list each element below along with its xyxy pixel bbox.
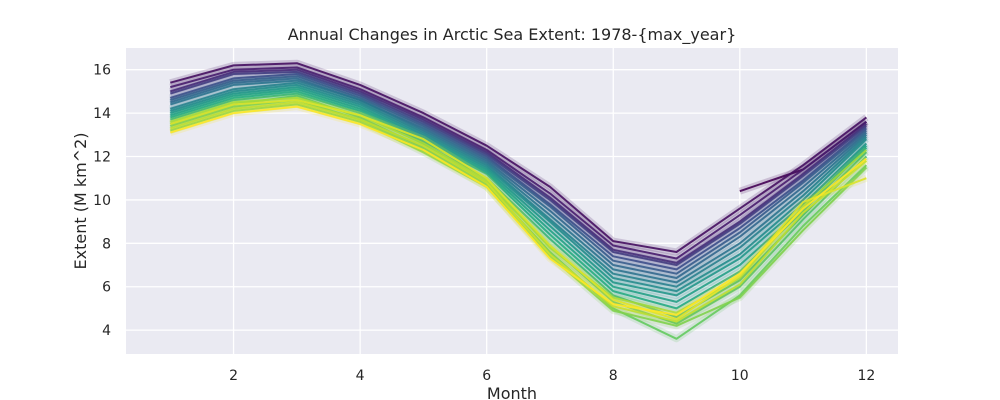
series-line <box>170 81 868 288</box>
series-line <box>170 83 868 293</box>
y-tick-label: 10 <box>93 193 111 209</box>
x-tick-label: 8 <box>609 368 618 384</box>
y-axis-label: Extent (M km^2) <box>71 132 90 269</box>
y-tick-label: 4 <box>102 323 111 339</box>
x-tick-label: 10 <box>731 368 749 384</box>
series-line <box>170 96 868 314</box>
y-tick-label: 14 <box>93 106 111 122</box>
x-tick-label: 4 <box>356 368 365 384</box>
y-tick-label: 8 <box>102 236 111 252</box>
series-line <box>170 79 868 284</box>
x-tick-label: 2 <box>229 368 238 384</box>
series-line <box>170 101 868 323</box>
series-line <box>170 68 868 264</box>
x-axis-label: Month <box>487 384 537 400</box>
series-line <box>170 66 868 260</box>
series-line <box>170 92 868 319</box>
y-tick-label: 16 <box>93 63 111 79</box>
series-line <box>170 62 868 253</box>
series-line <box>170 75 868 275</box>
series-line <box>170 90 868 310</box>
y-tick-label: 6 <box>102 280 111 296</box>
series-line <box>170 73 868 271</box>
series-line <box>170 77 868 279</box>
x-tick-label: 6 <box>482 368 491 384</box>
series-line <box>170 86 868 297</box>
series-line <box>170 70 868 266</box>
y-tick-label: 12 <box>93 150 111 166</box>
x-tick-label: 12 <box>857 368 875 384</box>
x-ticks: 2 4 6 8 10 12 <box>229 368 875 384</box>
series-line <box>170 88 868 303</box>
series-line <box>170 105 868 316</box>
series-group <box>169 59 869 343</box>
chart-title: Annual Changes in Arctic Sea Extent: 197… <box>288 25 737 45</box>
y-ticks: 4 6 8 10 12 14 16 <box>93 63 111 339</box>
